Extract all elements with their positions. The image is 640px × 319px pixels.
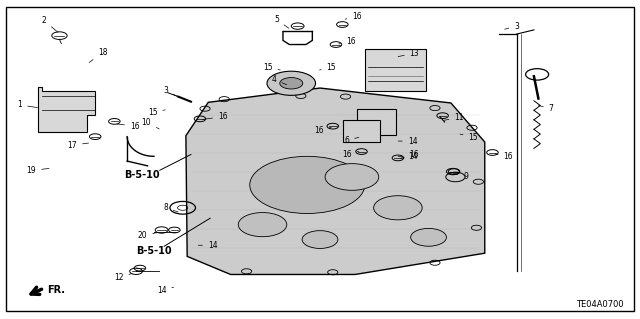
Text: 15: 15 <box>319 63 336 72</box>
FancyBboxPatch shape <box>356 109 396 135</box>
Text: 13: 13 <box>398 48 419 58</box>
Text: 14: 14 <box>157 286 173 295</box>
Text: 16: 16 <box>345 12 362 21</box>
Text: 20: 20 <box>138 231 157 240</box>
Circle shape <box>374 196 422 220</box>
Text: 15: 15 <box>263 63 280 72</box>
Polygon shape <box>186 88 484 274</box>
Text: 11: 11 <box>444 113 464 122</box>
Circle shape <box>411 228 447 246</box>
Text: 14: 14 <box>398 152 417 161</box>
Circle shape <box>267 71 316 95</box>
Text: 16: 16 <box>342 150 359 159</box>
Text: 16: 16 <box>401 150 419 159</box>
Text: 15: 15 <box>148 108 165 117</box>
Text: 8: 8 <box>163 203 178 212</box>
Text: 14: 14 <box>398 137 417 145</box>
Text: 17: 17 <box>67 141 88 150</box>
Text: 14: 14 <box>198 241 218 250</box>
Text: 19: 19 <box>26 166 49 175</box>
Text: 7: 7 <box>538 104 554 113</box>
Circle shape <box>238 212 287 237</box>
FancyBboxPatch shape <box>343 120 380 142</box>
Text: 1: 1 <box>17 100 38 109</box>
Circle shape <box>302 231 338 249</box>
Text: 15: 15 <box>460 133 478 142</box>
Text: 10: 10 <box>141 117 159 129</box>
Text: FR.: FR. <box>47 285 65 295</box>
Text: 4: 4 <box>271 75 287 85</box>
Text: TE04A0700: TE04A0700 <box>576 300 623 309</box>
Text: 16: 16 <box>495 152 513 161</box>
Text: 16: 16 <box>203 112 228 121</box>
Text: 16: 16 <box>117 122 140 131</box>
Text: B-5-10: B-5-10 <box>125 170 160 180</box>
Text: 16: 16 <box>314 126 332 135</box>
Text: 18: 18 <box>89 48 108 63</box>
Text: 5: 5 <box>274 15 289 28</box>
Text: 6: 6 <box>344 136 359 145</box>
Polygon shape <box>38 87 95 131</box>
Text: 3: 3 <box>163 86 179 97</box>
Text: B-5-10: B-5-10 <box>136 246 172 256</box>
Circle shape <box>325 164 379 190</box>
Circle shape <box>280 78 303 89</box>
Text: 9: 9 <box>452 172 468 181</box>
Text: 2: 2 <box>42 16 58 32</box>
Text: 3: 3 <box>505 22 519 31</box>
FancyBboxPatch shape <box>365 49 426 91</box>
Text: 16: 16 <box>339 37 355 46</box>
Text: 12: 12 <box>114 272 132 281</box>
Circle shape <box>250 156 365 213</box>
